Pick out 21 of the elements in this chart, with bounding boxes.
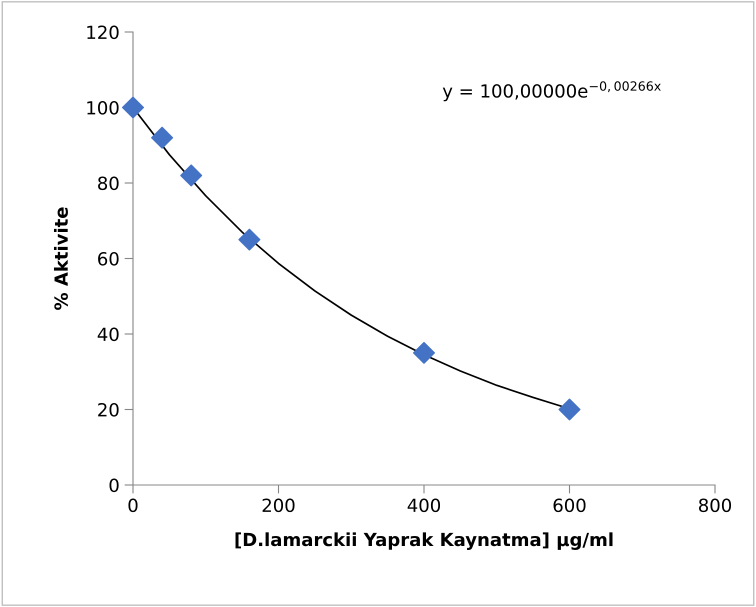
y-tick-label: 120 (87, 25, 119, 40)
point (180, 164, 202, 186)
y-tick-label: 20 (98, 402, 119, 417)
x-tick-label: 200 (262, 498, 295, 512)
point (122, 96, 144, 118)
x-axis-title: [D.lamarckii Yaprak Kaynatma] µg/ml (236, 532, 613, 550)
y-tick-label: 100 (87, 100, 119, 115)
x-tick-label: 600 (554, 498, 586, 512)
y-tick-label: 60 (98, 252, 119, 266)
x-tick-label: 0 (128, 498, 138, 512)
point (151, 126, 174, 149)
point (238, 228, 260, 251)
x-tick-label: 400 (408, 498, 440, 512)
y-axis-title: % Aktivite (54, 207, 68, 310)
y-tick-label: 0 (110, 478, 119, 492)
annotation: y = 100,00000e$^{−0,00266x}$ (442, 81, 661, 102)
point (413, 342, 435, 364)
point (558, 398, 580, 420)
y-tick-label: 80 (98, 176, 119, 190)
x-tick-label: 800 (698, 498, 732, 512)
y-tick-label: 40 (98, 327, 119, 342)
